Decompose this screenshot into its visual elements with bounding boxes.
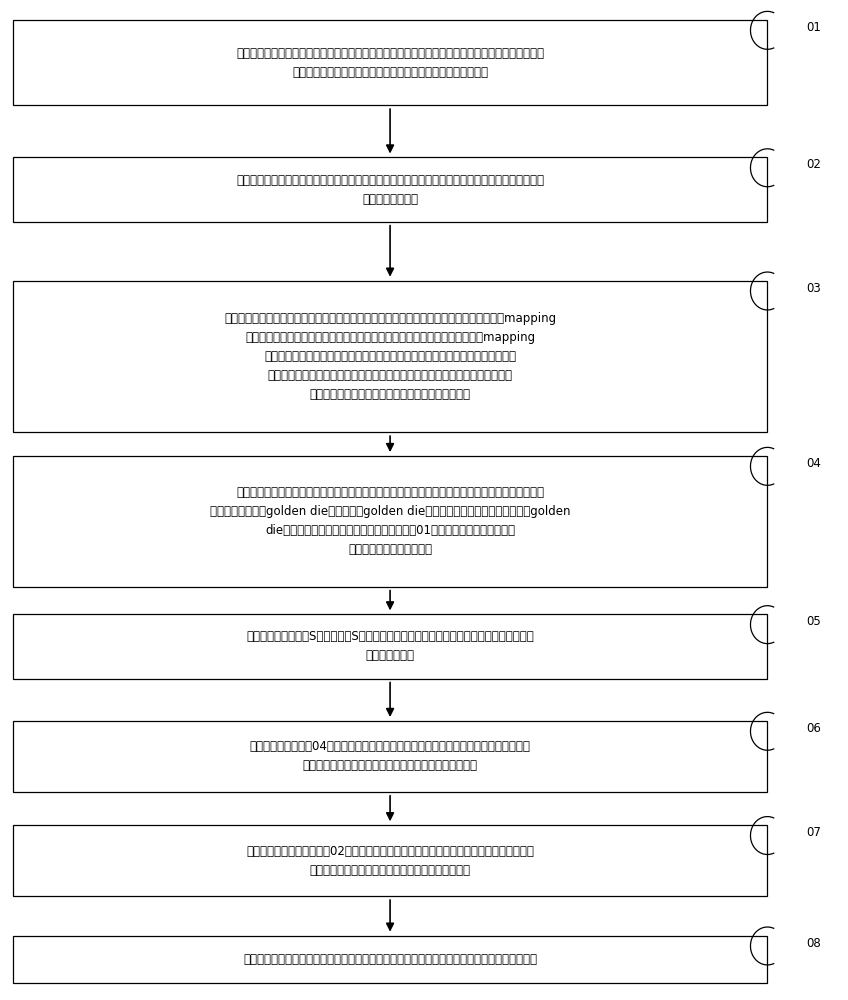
Bar: [13, 721, 767, 792]
Text: 基于所选取的参数，拟合器件的统计特性分布，从而得到用于表征器件全局波动分布的统计模型: 基于所选取的参数，拟合器件的统计特性分布，从而得到用于表征器件全局波动分布的统计…: [243, 953, 537, 966]
Text: 03: 03: [806, 282, 822, 295]
Text: 基于射频建模要求，对器件进行散射参数测试，首先选择部分关键尺寸器件进行散射参数的mapping
测试，即对所有晶粒内的所选尺寸器件都进行散射参数测试，分析散射参: 基于射频建模要求，对器件进行散射参数测试，首先选择部分关键尺寸器件进行散射参数的…: [224, 312, 556, 401]
Text: 基于特征数据部分的S参数以及由S参数转换而来的网络参数，构造用于器件进行统计建模的
一个或一组指标: 基于特征数据部分的S参数以及由S参数转换而来的网络参数，构造用于器件进行统计建模…: [246, 630, 534, 662]
Bar: [13, 456, 767, 587]
Text: 07: 07: [806, 826, 822, 839]
Text: 确定用于器件建模的子电路拓扑结构，确定子电路中每一个电路元件使用的可伸缩性公式，以用于不
同尺寸器件的建模，从而确定器件建模需要抽取的所有模型参数: 确定用于器件建模的子电路拓扑结构，确定子电路中每一个电路元件使用的可伸缩性公式，…: [236, 47, 544, 79]
Bar: [13, 20, 767, 105]
Text: 对所有晶粒内的上述特征数据计算平均值或中位值，选出所测器件的特征数据最靠近该平均值或中位
值所对应的晶粒为golden die，并测试该golden die内所: 对所有晶粒内的上述特征数据计算平均值或中位值，选出所测器件的特征数据最靠近该平均…: [209, 486, 571, 556]
Text: 04: 04: [806, 457, 822, 470]
Text: 01: 01: [806, 21, 822, 34]
Bar: [13, 281, 767, 432]
Text: 08: 08: [806, 937, 822, 950]
Bar: [13, 825, 767, 896]
Text: 02: 02: [806, 158, 822, 171]
Bar: [13, 157, 767, 222]
Text: 对参数进行分类，分为基本参数群，与外加偏置相关的参数群，与器件尺寸相关参数群，以及与工艺
波动无关的参数群: 对参数进行分类，分为基本参数群，与外加偏置相关的参数群，与器件尺寸相关参数群，以…: [236, 174, 544, 206]
Text: 基于上述指标和步骤04中的基准模型，计算子电路模型中各元件值，并进行元件值相对于
指标值的灵敏度分析并排序，然后选取灵敏度最高的元件: 基于上述指标和步骤04中的基准模型，计算子电路模型中各元件值，并进行元件值相对于…: [249, 740, 531, 772]
Text: 06: 06: [806, 722, 822, 735]
Text: 基于所选取的元件，对步骤02中的元件可伸缩公式中的各类参数群，分别进行参数值相对于
元件值的灵敏度分析并排序，选取灵敏度最高的参数: 基于所选取的元件，对步骤02中的元件可伸缩公式中的各类参数群，分别进行参数值相对…: [246, 845, 534, 877]
Text: 05: 05: [806, 615, 822, 628]
Bar: [13, 936, 767, 983]
Bar: [13, 614, 767, 679]
